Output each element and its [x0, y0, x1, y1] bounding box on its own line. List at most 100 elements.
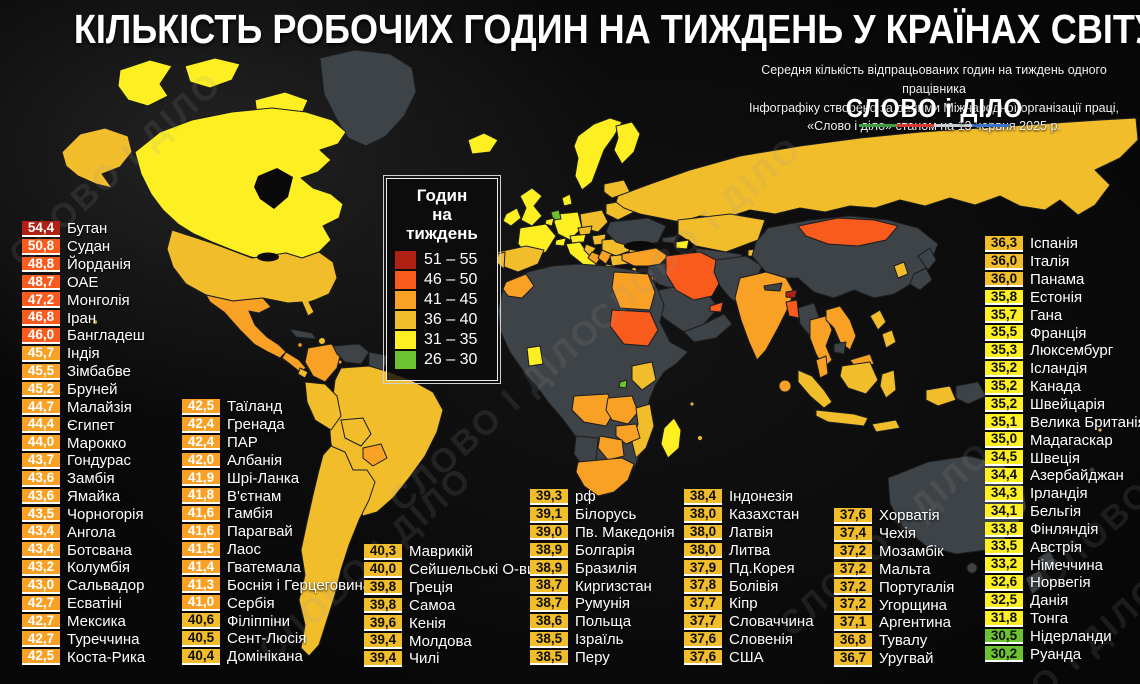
legend-color-swatch	[395, 351, 416, 370]
country-value-badge: 30,5	[985, 629, 1023, 645]
country-row: 36,0 Панама	[985, 271, 1140, 289]
country-row: 37,8 Болівія	[684, 577, 814, 595]
legend-range-label: 31 – 35	[424, 331, 478, 349]
legend-color-swatch	[395, 291, 416, 310]
country-row: 34,4 Азербайджан	[985, 467, 1140, 484]
country-row: 38,5 Перу	[530, 649, 675, 666]
country-row: 37,1 Аргентина	[834, 614, 954, 631]
country-value-badge: 34,4	[985, 468, 1023, 484]
country-value-badge: 38,0	[684, 543, 722, 559]
map-zambia	[605, 395, 639, 425]
country-row: 35,8 Естонія	[985, 289, 1140, 306]
map-iran	[665, 251, 723, 301]
map-indonesia-borneo	[839, 361, 879, 395]
country-value-badge: 39,3	[530, 489, 568, 505]
country-value-badge: 48,7	[22, 275, 60, 291]
country-row: 41,5 Лаос	[182, 541, 371, 558]
country-row: 38,7 Киргизстан	[530, 578, 675, 595]
country-value-badge: 39,1	[530, 507, 568, 523]
country-row: 39,4 Чилі	[364, 650, 535, 667]
legend-color-swatch	[395, 271, 416, 290]
map-uae	[709, 301, 724, 313]
country-row: 43,6 Замбія	[22, 470, 145, 487]
country-row: 31,8 Тонга	[985, 610, 1140, 627]
country-value-badge: 36,8	[834, 633, 872, 649]
country-row: 34,5 Швеція	[985, 450, 1140, 467]
country-value-badge: 54,4	[22, 221, 60, 237]
country-value-badge: 38,9	[530, 560, 568, 577]
country-value-badge: 43,7	[22, 453, 60, 469]
country-value-badge: 36,3	[985, 236, 1023, 252]
country-row: 35,1 Велика Британія	[985, 414, 1140, 431]
country-name-label: Сейшельські О-ви	[409, 561, 536, 579]
map-great-lakes	[257, 252, 279, 262]
country-value-badge: 38,9	[530, 543, 568, 559]
country-name-label: Малайзія	[67, 398, 132, 416]
country-name-label: Маврикій	[409, 543, 473, 561]
subtitle-line: Інфографіку створено за даними Міжнародн…	[748, 100, 1120, 115]
country-row: 32,5 Данія	[985, 592, 1140, 609]
map-hudson-bay	[254, 168, 293, 209]
country-name-label: Латвія	[729, 524, 774, 542]
map-nepal	[763, 282, 783, 292]
country-name-label: Литва	[729, 541, 771, 559]
country-name-label: ОАЕ	[67, 273, 99, 291]
country-row: 39,0 Пв. Македонія	[530, 524, 675, 541]
title-bar: КІЛЬКІСТЬ РОБОЧИХ ГОДИН НА ТИЖДЕНЬ У КРА…	[0, 6, 1140, 53]
country-column-4: 39,3 рф 39,1 Білорусь 39,0 Пв. Македонія 38,9 Б…	[530, 488, 675, 667]
country-value-badge: 41,9	[182, 470, 220, 487]
country-name-label: Гамбія	[227, 505, 273, 523]
country-value-badge: 46,0	[22, 328, 60, 344]
country-row: 37,6 Хорватія	[834, 507, 954, 524]
country-value-badge: 42,0	[182, 453, 220, 469]
country-row: 37,9 Пд.Корея	[684, 560, 814, 577]
country-row: 38,0 Казахстан	[684, 506, 814, 523]
country-value-badge: 43,6	[22, 471, 60, 487]
country-name-label: Панама	[1030, 271, 1085, 289]
country-value-badge: 37,1	[834, 615, 872, 631]
country-name-label: Болівія	[729, 577, 779, 595]
country-column-1: 54,4 Бутан 50,8 Судан 48,8 Йорданія 48,7 ОАЕ 47,…	[22, 220, 145, 667]
map-new-zealand	[1037, 549, 1057, 573]
country-value-badge: 35,8	[985, 290, 1023, 306]
country-name-label: Шрі-Ланка	[227, 469, 300, 487]
country-column-3: 40,3 Маврикій 40,0 Сейшельські О-ви 39,8 Грец…	[364, 543, 536, 669]
country-value-badge: 38,7	[530, 578, 568, 595]
logo-underline-segment	[859, 124, 897, 127]
country-value-badge: 45,7	[22, 346, 60, 362]
country-value-badge: 37,2	[834, 579, 872, 596]
map-tuvalu	[1097, 427, 1103, 433]
map-bolivia	[340, 417, 372, 447]
legend-rows: 51 – 55 46 – 50 41 – 45 36 – 40 31 – 35 26 – …	[395, 251, 489, 370]
country-row: 45,7 Індія	[22, 345, 145, 362]
country-row: 41,9 Шрі-Ланка	[182, 469, 371, 487]
country-value-badge: 31,8	[985, 611, 1023, 627]
country-row: 30,2 Руанда	[985, 646, 1140, 663]
country-row: 37,4 Чехія	[834, 525, 954, 542]
map-malaysia	[815, 355, 829, 379]
legend-color-swatch	[395, 311, 416, 330]
country-row: 35,5 Франція	[985, 325, 1140, 342]
country-name-label: Угорщина	[879, 596, 948, 614]
country-row: 40,5 Сент-Люсія	[182, 630, 371, 647]
map-czechia	[577, 225, 593, 236]
country-row: 35,2 Канада	[985, 378, 1140, 395]
map-indonesia-lesser-sunda	[871, 419, 901, 433]
country-value-badge: 41,6	[182, 524, 220, 540]
map-south-korea	[893, 261, 909, 279]
legend-row: 46 – 50	[395, 271, 489, 290]
country-value-badge: 34,3	[985, 486, 1023, 502]
map-yemen-oman	[683, 313, 733, 343]
country-row: 44,7 Малайзія	[22, 398, 145, 416]
country-value-badge: 35,2	[985, 361, 1023, 377]
country-row: 36,8 Тувалу	[834, 632, 954, 649]
country-value-badge: 37,7	[684, 596, 722, 612]
country-value-badge: 35,2	[985, 379, 1023, 395]
map-arctic-island	[184, 57, 241, 89]
country-row: 37,7 Словаччина	[684, 613, 814, 630]
country-value-badge: 36,0	[985, 272, 1023, 288]
country-row: 44,4 Єгипет	[22, 417, 145, 434]
country-value-badge: 39,4	[364, 633, 402, 650]
country-name-label: Німеччина	[1030, 556, 1103, 574]
map-morocco	[502, 273, 535, 299]
